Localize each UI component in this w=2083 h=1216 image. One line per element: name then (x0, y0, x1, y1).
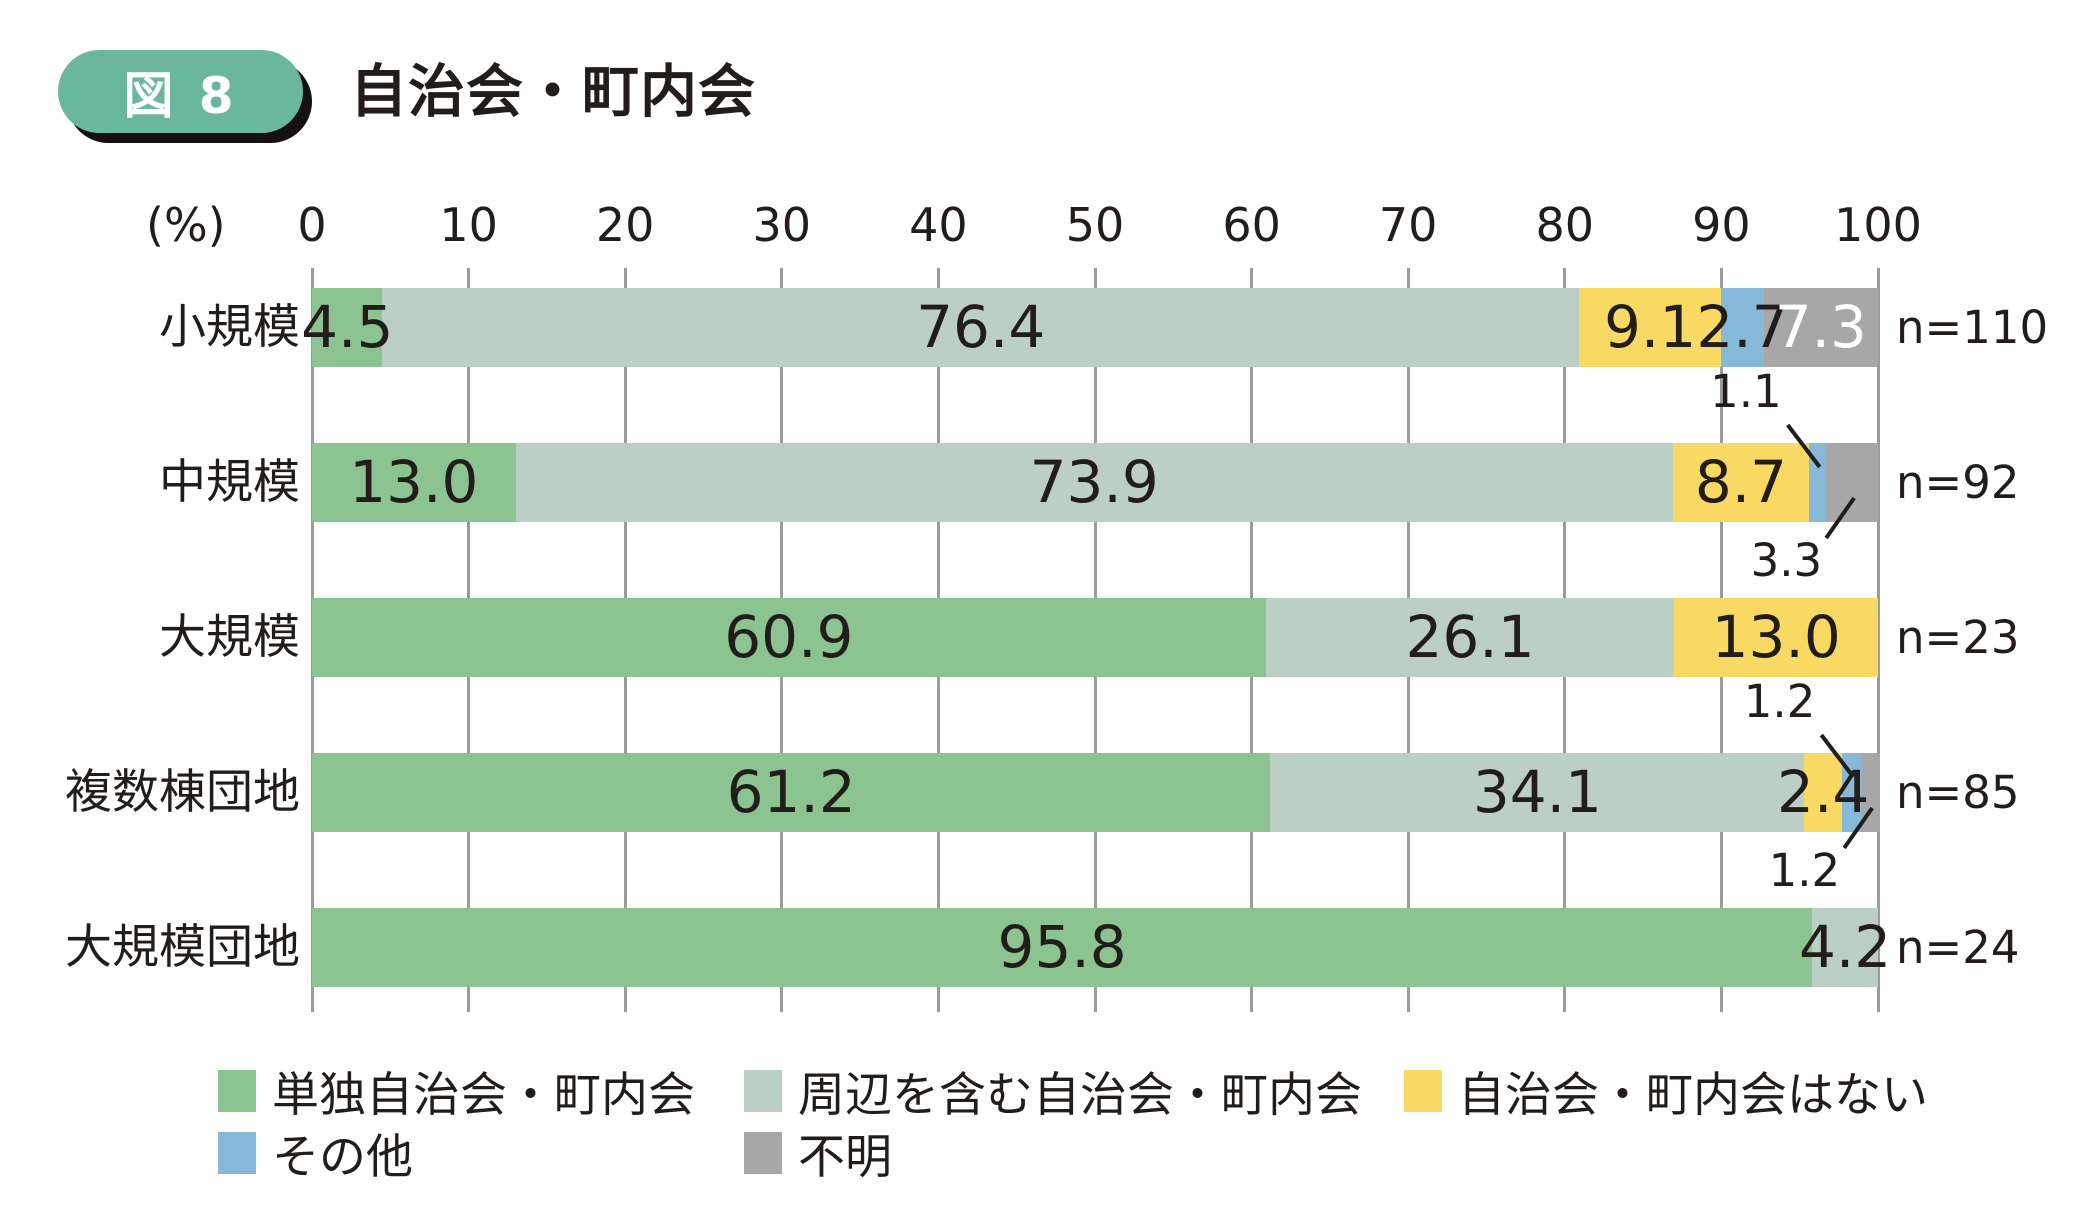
x-tick-0: 0 (297, 198, 327, 252)
category-label: 中規模 (159, 455, 300, 510)
segment-yellow: 9.1 (1578, 288, 1722, 367)
segment-yellow: 13.0 (1674, 598, 1878, 677)
segment-gray: 7.3 (1763, 288, 1878, 367)
segment-green: 61.2 (312, 753, 1271, 832)
segment-sage: 26.1 (1265, 598, 1675, 677)
segment-value: 60.9 (724, 603, 854, 671)
n-label: n=85 (1896, 766, 2020, 819)
callout-value: 1.1 (1710, 365, 1782, 418)
n-label: n=92 (1896, 456, 2020, 509)
bar-row: 13.0 73.9 8.7 (312, 443, 1878, 522)
segment-value: 4.2 (1798, 913, 1892, 981)
figure-badge-label: 図 8 (123, 66, 238, 125)
bar-row: 4.5 76.4 9.1 2.7 7.3 (301, 288, 1878, 367)
x-tick-40: 40 (909, 198, 968, 252)
bar-row: 61.2 34.1 2.4 (312, 753, 1880, 832)
segment-value: 26.1 (1405, 603, 1535, 671)
legend-label: その他 (272, 1130, 413, 1185)
category-label: 複数棟団地 (65, 765, 300, 820)
bar-row: 95.8 4.2 (312, 908, 1891, 987)
n-label: n=24 (1896, 921, 2020, 974)
segment-value: 7.3 (1774, 293, 1867, 361)
legend-label: 単独自治会・町内会 (272, 1068, 695, 1123)
segment-green: 60.9 (312, 598, 1266, 677)
x-tick-100: 100 (1834, 198, 1922, 252)
segment-value: 9.1 (1604, 293, 1697, 361)
segment-value: 95.8 (997, 913, 1127, 981)
x-tick-60: 60 (1222, 198, 1281, 252)
category-label: 大規模団地 (65, 920, 300, 975)
segment-gray (1826, 443, 1878, 522)
segment-value: 61.2 (726, 758, 856, 826)
segment-value: 2.4 (1777, 758, 1870, 826)
yellow-swatch (1404, 1069, 1442, 1112)
gridline-100 (1876, 268, 1880, 1012)
segment-yellow: 2.4 (1777, 753, 1869, 832)
segment-value: 8.7 (1694, 448, 1788, 516)
figure-badge: 図 8 (58, 50, 303, 133)
sage-swatch (744, 1069, 782, 1112)
n-label: n=23 (1896, 611, 2020, 664)
category-label: 大規模 (159, 610, 300, 665)
legend-item-sage: 周辺を含む自治会・町内会 (744, 1056, 1362, 1125)
legend-item-yellow: 自治会・町内会はない (1404, 1056, 1928, 1125)
segment-sage: 73.9 (515, 443, 1673, 522)
legend-item-blue: その他 (218, 1118, 413, 1187)
gray-swatch (744, 1131, 782, 1174)
x-tick-10: 10 (439, 198, 498, 252)
segment-sage: 4.2 (1799, 908, 1891, 987)
bar-row: 60.9 26.1 13.0 (312, 598, 1878, 677)
segment-value: 73.9 (1029, 448, 1159, 516)
segment-sage: 76.4 (382, 288, 1579, 367)
n-label: n=110 (1896, 301, 2049, 354)
axis-unit-label: (%) (146, 198, 226, 252)
segment-value: 2.7 (1696, 293, 1789, 361)
x-tick-30: 30 (752, 198, 812, 252)
x-tick-80: 80 (1535, 198, 1595, 252)
segment-value: 4.5 (301, 293, 394, 361)
x-tick-90: 90 (1692, 198, 1751, 252)
callout-value: 1.2 (1768, 844, 1841, 897)
segment-value: 13.0 (1711, 603, 1841, 671)
x-tick-20: 20 (595, 198, 655, 252)
figure-title: 自治会・町内会 (350, 59, 756, 125)
segment-value: 34.1 (1472, 758, 1602, 826)
segment-blue: 2.7 (1696, 288, 1789, 367)
legend-item-gray: 不明 (744, 1118, 892, 1187)
x-tick-70: 70 (1378, 198, 1438, 252)
callout-value: 3.3 (1750, 534, 1823, 587)
green-swatch (218, 1069, 256, 1112)
legend-label: 周辺を含む自治会・町内会 (798, 1068, 1362, 1123)
callout-value: 1.2 (1743, 675, 1816, 728)
legend-item-green: 単独自治会・町内会 (218, 1056, 695, 1125)
segment-green: 95.8 (312, 908, 1813, 987)
blue-swatch (218, 1131, 256, 1174)
legend-label: 不明 (798, 1130, 892, 1185)
segment-value: 76.4 (916, 293, 1046, 361)
segment-green: 13.0 (312, 443, 516, 522)
category-label: 小規模 (159, 300, 300, 355)
segment-yellow: 8.7 (1672, 443, 1810, 522)
segment-sage: 34.1 (1270, 753, 1805, 832)
legend-label: 自治会・町内会はない (1458, 1068, 1928, 1123)
segment-value: 13.0 (349, 448, 479, 516)
x-tick-50: 50 (1065, 198, 1125, 252)
segment-blue (1809, 443, 1827, 522)
segment-green: 4.5 (301, 288, 393, 367)
